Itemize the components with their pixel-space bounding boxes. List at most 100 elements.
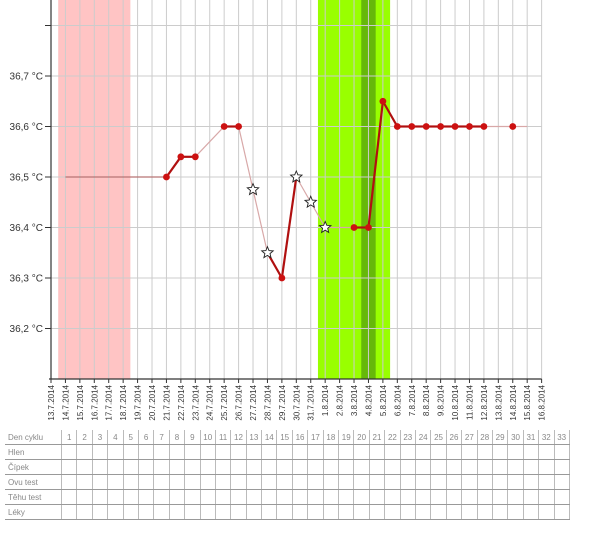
table-cell[interactable] xyxy=(368,474,385,490)
table-cell[interactable] xyxy=(307,504,324,520)
table-cell[interactable] xyxy=(199,459,216,475)
table-cell[interactable] xyxy=(261,459,277,475)
table-cell[interactable] xyxy=(445,459,462,475)
table-cell[interactable] xyxy=(91,474,108,490)
table-cell[interactable] xyxy=(507,489,524,505)
table-cell[interactable] xyxy=(245,444,262,460)
table-cell[interactable] xyxy=(322,459,339,475)
table-cell[interactable] xyxy=(322,489,339,505)
table-cell[interactable] xyxy=(445,444,462,460)
table-cell[interactable] xyxy=(553,504,570,520)
table-cell[interactable] xyxy=(322,504,339,520)
table-cell[interactable] xyxy=(230,474,247,490)
table-cell[interactable] xyxy=(107,474,124,490)
table-cell[interactable] xyxy=(291,474,308,490)
table-cell[interactable] xyxy=(322,444,339,460)
table-cell[interactable] xyxy=(230,504,247,520)
table-cell[interactable] xyxy=(153,504,170,520)
table-cell[interactable] xyxy=(122,444,139,460)
table-cell[interactable] xyxy=(261,504,277,520)
table-cell[interactable] xyxy=(184,444,201,460)
table-cell[interactable] xyxy=(338,504,354,520)
table-cell[interactable] xyxy=(353,489,370,505)
table-cell[interactable] xyxy=(307,474,324,490)
table-cell[interactable] xyxy=(507,474,524,490)
table-cell[interactable] xyxy=(60,459,77,475)
table-cell[interactable] xyxy=(353,474,370,490)
table-cell[interactable] xyxy=(430,444,447,460)
table-cell[interactable] xyxy=(76,459,93,475)
table-cell[interactable] xyxy=(153,444,170,460)
table-cell[interactable] xyxy=(461,474,478,490)
table-cell[interactable] xyxy=(368,489,385,505)
table-cell[interactable] xyxy=(476,489,493,505)
table-cell[interactable] xyxy=(107,504,124,520)
table-cell[interactable] xyxy=(322,474,339,490)
table-cell[interactable] xyxy=(384,489,401,505)
table-cell[interactable] xyxy=(430,459,447,475)
table-cell[interactable] xyxy=(291,459,308,475)
table-cell[interactable] xyxy=(522,489,539,505)
table-cell[interactable] xyxy=(461,489,478,505)
table-cell[interactable] xyxy=(214,489,231,505)
table-cell[interactable] xyxy=(307,489,324,505)
table-cell[interactable] xyxy=(368,444,385,460)
table-cell[interactable] xyxy=(168,489,185,505)
table-cell[interactable] xyxy=(199,504,216,520)
table-cell[interactable] xyxy=(414,504,431,520)
table-cell[interactable] xyxy=(76,504,93,520)
table-cell[interactable] xyxy=(245,504,262,520)
table-cell[interactable] xyxy=(384,459,401,475)
table-cell[interactable] xyxy=(399,459,416,475)
table-cell[interactable] xyxy=(199,474,216,490)
table-cell[interactable] xyxy=(338,444,354,460)
table-cell[interactable] xyxy=(245,489,262,505)
table-cell[interactable] xyxy=(445,489,462,505)
table-cell[interactable] xyxy=(60,489,77,505)
table-cell[interactable] xyxy=(107,489,124,505)
table-cell[interactable] xyxy=(91,489,108,505)
table-cell[interactable] xyxy=(538,444,554,460)
table-cell[interactable] xyxy=(122,459,139,475)
table-cell[interactable] xyxy=(60,504,77,520)
table-cell[interactable] xyxy=(261,474,277,490)
table-cell[interactable] xyxy=(261,444,277,460)
table-cell[interactable] xyxy=(184,474,201,490)
table-cell[interactable] xyxy=(445,474,462,490)
table-cell[interactable] xyxy=(384,504,401,520)
table-cell[interactable] xyxy=(338,489,354,505)
table-cell[interactable] xyxy=(507,504,524,520)
table-cell[interactable] xyxy=(214,459,231,475)
table-cell[interactable] xyxy=(430,489,447,505)
table-cell[interactable] xyxy=(153,474,170,490)
table-cell[interactable] xyxy=(461,459,478,475)
table-cell[interactable] xyxy=(276,489,293,505)
table-cell[interactable] xyxy=(291,504,308,520)
table-cell[interactable] xyxy=(214,474,231,490)
table-cell[interactable] xyxy=(522,459,539,475)
table-cell[interactable] xyxy=(245,459,262,475)
table-cell[interactable] xyxy=(353,504,370,520)
table-cell[interactable] xyxy=(230,444,247,460)
table-cell[interactable] xyxy=(461,504,478,520)
table-cell[interactable] xyxy=(184,489,201,505)
table-cell[interactable] xyxy=(137,489,154,505)
table-cell[interactable] xyxy=(276,444,293,460)
table-cell[interactable] xyxy=(137,444,154,460)
table-cell[interactable] xyxy=(184,459,201,475)
table-cell[interactable] xyxy=(91,504,108,520)
table-cell[interactable] xyxy=(338,474,354,490)
table-cell[interactable] xyxy=(461,444,478,460)
table-cell[interactable] xyxy=(153,459,170,475)
table-cell[interactable] xyxy=(168,444,185,460)
table-cell[interactable] xyxy=(107,444,124,460)
table-cell[interactable] xyxy=(476,474,493,490)
table-cell[interactable] xyxy=(476,459,493,475)
table-cell[interactable] xyxy=(491,474,508,490)
table-cell[interactable] xyxy=(261,489,277,505)
table-cell[interactable] xyxy=(399,444,416,460)
table-cell[interactable] xyxy=(276,504,293,520)
table-cell[interactable] xyxy=(507,444,524,460)
table-cell[interactable] xyxy=(476,444,493,460)
table-cell[interactable] xyxy=(76,474,93,490)
